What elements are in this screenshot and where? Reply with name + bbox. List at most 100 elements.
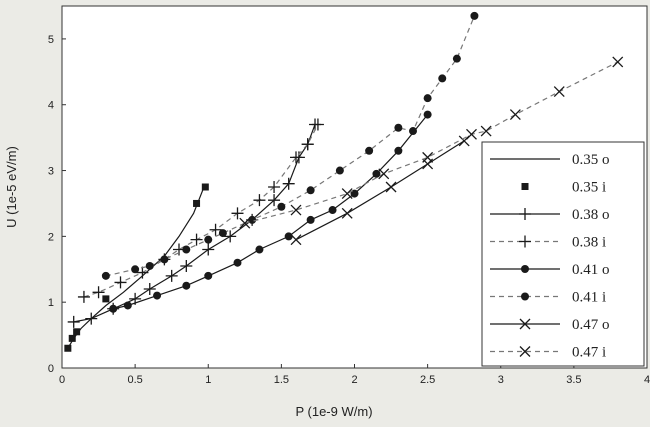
series-group (64, 11, 624, 352)
data-point (209, 223, 222, 236)
data-point (394, 123, 403, 132)
data-point (182, 281, 191, 290)
axes: 0 0.5 1 1.5 2 2.5 3 3.5 4 0 1 2 3 4 5 (48, 34, 650, 386)
data-point (73, 328, 81, 336)
legend-entry: 0.41 o (490, 262, 610, 278)
data-point (378, 168, 390, 180)
data-point (77, 290, 90, 303)
data-point (85, 312, 98, 325)
legend-label: 0.47 o (572, 317, 610, 333)
data-point (335, 166, 344, 175)
legend-label: 0.47 i (572, 345, 606, 361)
y-tick-label: 0 (48, 363, 54, 375)
data-point (202, 243, 215, 256)
data-point (553, 86, 565, 98)
series-0-41-i (101, 11, 479, 280)
legend-label: 0.41 i (572, 290, 606, 306)
x-tick-label: 1.5 (274, 374, 289, 386)
data-point (182, 245, 191, 254)
data-point (218, 229, 227, 238)
data-point (231, 207, 244, 220)
data-point (277, 202, 286, 211)
legend-label: 0.41 o (572, 262, 610, 278)
series-0-41-o (109, 110, 432, 313)
x-tick-label: 1 (205, 374, 211, 386)
data-point (204, 271, 213, 280)
data-point (193, 199, 201, 207)
y-tick-label: 3 (48, 166, 54, 178)
data-point (470, 11, 479, 20)
legend-entry: 0.35 i (521, 180, 606, 196)
data-point (409, 127, 417, 136)
data-point (143, 283, 156, 296)
data-point (509, 109, 521, 121)
data-point (165, 269, 178, 282)
legend: 0.35 o 0.35 i 0.38 o 0.38 i 0.41 o 0.41 i 0.47… (481, 141, 645, 367)
data-point (131, 265, 140, 274)
data-point (224, 230, 237, 243)
legend-marker (521, 183, 529, 190)
data-point (341, 188, 353, 200)
series-0-35-i (64, 183, 209, 352)
y-axis-title: U (1e-5 eV/m) (4, 146, 19, 228)
y-tick-label: 1 (48, 297, 54, 309)
legend-label: 0.38 i (572, 235, 606, 251)
legend-label: 0.35 i (572, 180, 606, 196)
data-point (365, 146, 374, 155)
series-line (83, 124, 319, 298)
legend-marker (519, 235, 531, 248)
series-0-47-o (290, 135, 470, 246)
legend-label: 0.38 o (572, 207, 610, 223)
legend-marker (519, 208, 531, 220)
data-point (136, 266, 149, 279)
y-tick-label: 4 (48, 100, 54, 112)
legend-box (481, 141, 645, 367)
data-point (204, 235, 213, 244)
data-point (160, 255, 169, 264)
data-point (114, 276, 127, 289)
legend-entry: 0.38 i (490, 235, 606, 251)
data-point (239, 217, 251, 229)
x-axis-title: P (1e-9 W/m) (295, 404, 372, 419)
x-tick-label: 2.5 (420, 374, 435, 386)
data-point (311, 118, 324, 131)
legend-marker (519, 318, 531, 330)
data-point (306, 215, 315, 224)
series-0-47-i (239, 56, 624, 229)
data-point (341, 207, 353, 219)
legend-entry: 0.38 o (490, 207, 610, 223)
legend-marker (521, 265, 529, 273)
data-point (109, 304, 118, 313)
data-point (284, 232, 293, 241)
legend-marker (521, 292, 529, 301)
data-point (255, 245, 264, 254)
legend-label: 0.35 o (572, 152, 610, 168)
data-point (452, 54, 461, 63)
data-point (268, 194, 281, 207)
data-point (385, 181, 397, 193)
x-tick-label: 3 (498, 374, 504, 386)
data-point (253, 194, 266, 207)
series-line (244, 61, 619, 224)
data-point (248, 215, 257, 224)
data-point (423, 110, 432, 119)
data-point (394, 146, 403, 155)
data-point (612, 56, 624, 68)
data-point (67, 315, 80, 328)
data-point (123, 301, 132, 310)
data-point (372, 169, 381, 178)
data-point (68, 334, 76, 342)
data-point (328, 206, 337, 215)
data-point (145, 261, 154, 270)
data-point (350, 189, 359, 198)
legend-entry: 0.41 i (490, 290, 606, 306)
data-point (301, 138, 314, 151)
x-tick-label: 3.5 (566, 374, 581, 386)
data-point (92, 286, 105, 299)
data-point (423, 94, 432, 103)
data-point (438, 74, 447, 83)
data-point (290, 234, 302, 246)
data-point (190, 233, 203, 246)
x-tick-label: 4 (644, 374, 650, 386)
